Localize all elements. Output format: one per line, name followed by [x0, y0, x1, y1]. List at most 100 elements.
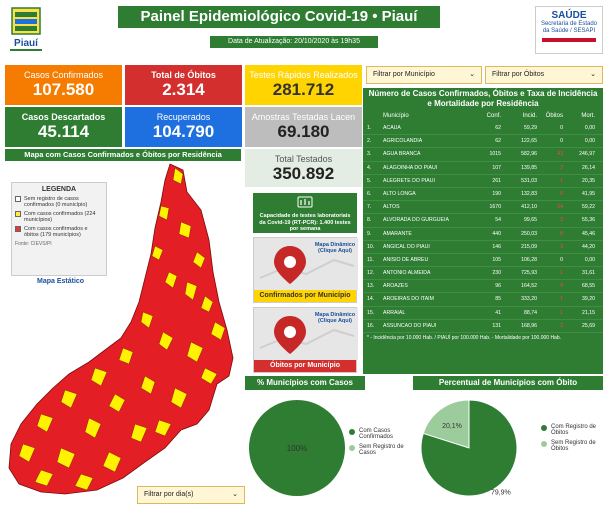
table-row[interactable]: 7. ALTOS 1670 412,10 24 59,22 — [363, 201, 603, 215]
row-municipio: ALTO LONGA — [383, 190, 416, 197]
row-obitos: 0 — [560, 138, 563, 145]
row-incid: 122,65 — [521, 138, 537, 145]
row-municipio: AGUA BRANCA — [383, 151, 421, 158]
municipality-table: Município Conf. Incid. Óbitos Mort. 1. AC… — [363, 111, 603, 343]
filter-municipio[interactable]: Filtrar por Município ⌄ — [366, 66, 482, 84]
table-title: Número de Casos Confirmados, Óbitos e Ta… — [368, 89, 598, 108]
row-municipio: ANTONIO ALMEIDA — [383, 270, 431, 277]
row-incid: 582,96 — [521, 151, 537, 158]
col-obitos: Óbitos — [545, 113, 563, 119]
legend-item: Sem registro de casos confirmados (0 mun… — [15, 196, 103, 208]
row-mort: 68,55 — [582, 283, 595, 290]
map-static-label: Mapa Estático — [37, 278, 85, 285]
row-conf: 1015 — [489, 151, 501, 158]
row-number: 15. — [367, 309, 375, 316]
table-row[interactable]: 8. ALVORADA DO GURGUEIA 54 99,65 3 55,36 — [363, 214, 603, 228]
row-obitos: 1 — [560, 296, 563, 303]
row-obitos: 6 — [560, 190, 563, 197]
row-obitos: 3 — [560, 243, 563, 250]
pie2-legend-item: Sem Registro de Óbitos — [541, 440, 601, 452]
table-header: Município Conf. Incid. Óbitos Mort. — [363, 111, 603, 122]
row-conf: 62 — [495, 138, 501, 145]
row-municipio: AGRICOLANDIA — [383, 138, 423, 145]
card-value: 350.892 — [272, 164, 335, 183]
pie2-legend-item: Com Registro de Óbitos — [541, 424, 601, 436]
pie2-slice-0[interactable] — [420, 399, 518, 497]
table-row[interactable]: 16. ASSUNCAO DO PIAUI 131 168,96 2 25,69 — [363, 319, 603, 333]
pie2-chart: 20,1% 79,9% — [420, 399, 518, 497]
row-number: 7. — [367, 204, 372, 211]
row-number: 3. — [367, 151, 372, 158]
legend-text: Com casos confirmados (224 municípios) — [24, 211, 96, 223]
sesapi-logo-line2: da Saúde / SESAPI — [542, 28, 596, 34]
confirmados-por-municipio-button[interactable]: Confirmados por Município — [254, 290, 356, 302]
row-obitos: 4 — [560, 283, 563, 290]
table-row[interactable]: 4. ALAGOINHA DO PIAUI 107 139,85 2 26,14 — [363, 161, 603, 175]
obitos-por-municipio-button[interactable]: Óbitos por Município — [254, 360, 356, 372]
table-row[interactable]: 6. ALTO LONGA 190 132,83 6 41,95 — [363, 187, 603, 202]
row-municipio: ASSUNCAO DO PIAUI — [383, 322, 437, 329]
piaui-map[interactable] — [5, 162, 241, 497]
table-row[interactable]: 9. AMARANTE 440 250,03 8 45,46 — [363, 227, 603, 241]
card-amostras-lacen: Amostras Testadas Lacen 69.180 — [245, 107, 362, 147]
row-conf: 54 — [495, 217, 501, 224]
filter-obitos[interactable]: Filtrar por Óbitos ⌄ — [485, 66, 603, 84]
filter-dia[interactable]: Filtrar por dia(s) ⌄ — [137, 486, 245, 504]
table-body: 1. ACAUA 62 59,29 0 0,00 2. AGRICOLANDIA 62 122,6… — [363, 122, 603, 333]
chevron-down-icon: ⌄ — [232, 491, 238, 498]
pie1-legend-text: Com Casos Confirmados — [359, 428, 394, 440]
card-casos-confirmados: Casos Confirmados 107.580 — [5, 65, 122, 105]
row-obitos: 8 — [560, 230, 563, 237]
pie1-slice-com-casos[interactable] — [249, 400, 345, 496]
map-pin-icon — [254, 238, 358, 290]
row-incid: 725,93 — [521, 270, 537, 277]
col-conf: Conf. — [486, 113, 501, 119]
row-conf: 62 — [495, 125, 501, 131]
col-incid: Incid. — [522, 113, 537, 119]
table-row[interactable]: 5. ALEGRETE DO PIAUI 261 531,03 1 20,35 — [363, 174, 603, 188]
row-number: 1. — [367, 125, 372, 131]
row-incid: 531,03 — [521, 177, 537, 184]
filter-obitos-label: Filtrar por Óbitos — [492, 71, 545, 78]
table-row[interactable]: 14. AROEIRAS DO ITAIM 85 333,20 1 39,20 — [363, 293, 603, 307]
table-row[interactable]: 1. ACAUA 62 59,29 0 0,00 — [363, 122, 603, 136]
table-row[interactable]: 2. AGRICOLANDIA 62 122,65 0 0,00 — [363, 135, 603, 149]
capacity-banner: Capacidade de testes laboratoriais da Co… — [253, 193, 357, 233]
table-row[interactable]: 13. AROAZES 96 164,52 4 68,55 — [363, 280, 603, 294]
row-number: 5. — [367, 177, 372, 184]
legend-swatch — [15, 196, 21, 202]
table-row[interactable]: 10. ANGICAL DO PIAUI 146 215,09 3 44,20 — [363, 240, 603, 254]
sesapi-logo-title: SAÚDE — [551, 10, 587, 21]
row-conf: 107 — [492, 164, 501, 171]
row-incid: 59,29 — [524, 125, 537, 131]
row-number: 14. — [367, 296, 375, 303]
mapa-dinamico-obitos[interactable]: Mapa Dinâmico (Clique Aqui) Óbitos por M… — [253, 307, 358, 373]
legend-dot — [541, 425, 547, 431]
pie1-value-label: 100% — [287, 444, 307, 453]
table-row[interactable]: 11. ANISIO DE ABREU 105 106,28 0 0,00 — [363, 253, 603, 268]
table-row[interactable]: 12. ANTONIO ALMEIDA 230 725,93 1 31,61 — [363, 267, 603, 281]
row-mort: 0,00 — [584, 125, 595, 131]
row-municipio: ANISIO DE ABREU — [383, 256, 429, 263]
table-row[interactable]: 3. AGUA BRANCA 1015 582,96 43 246,97 — [363, 148, 603, 162]
card-label: Total de Óbitos — [151, 70, 216, 80]
row-obitos: 1 — [560, 177, 563, 184]
table-row[interactable]: 15. ARRAIAL 41 88,74 1 21,15 — [363, 306, 603, 320]
pie1-legend: Com Casos Confirmados Sem Registro de Ca… — [349, 428, 411, 460]
yellow-municipalities — [18, 167, 226, 491]
map-pin-icon — [254, 308, 358, 360]
piaui-logo: Piauí — [10, 7, 42, 51]
card-value: 2.314 — [162, 80, 205, 99]
row-municipio: ACAUA — [383, 125, 401, 131]
row-mort: 41,95 — [582, 190, 595, 197]
card-label: Recuperados — [156, 112, 211, 122]
row-municipio: ALTOS — [383, 204, 400, 211]
card-value: 107.580 — [32, 80, 95, 99]
pie1-legend-item: Sem Registro de Casos — [349, 444, 411, 456]
row-conf: 85 — [495, 296, 501, 303]
pie2-slice-1[interactable] — [422, 399, 470, 449]
row-obitos: 1 — [560, 270, 563, 277]
card-label: Amostras Testadas Lacen — [251, 112, 356, 122]
row-conf: 261 — [492, 177, 501, 184]
mapa-dinamico-confirmados[interactable]: Mapa Dinâmico (Clique Aqui) Confirmados … — [253, 237, 358, 303]
